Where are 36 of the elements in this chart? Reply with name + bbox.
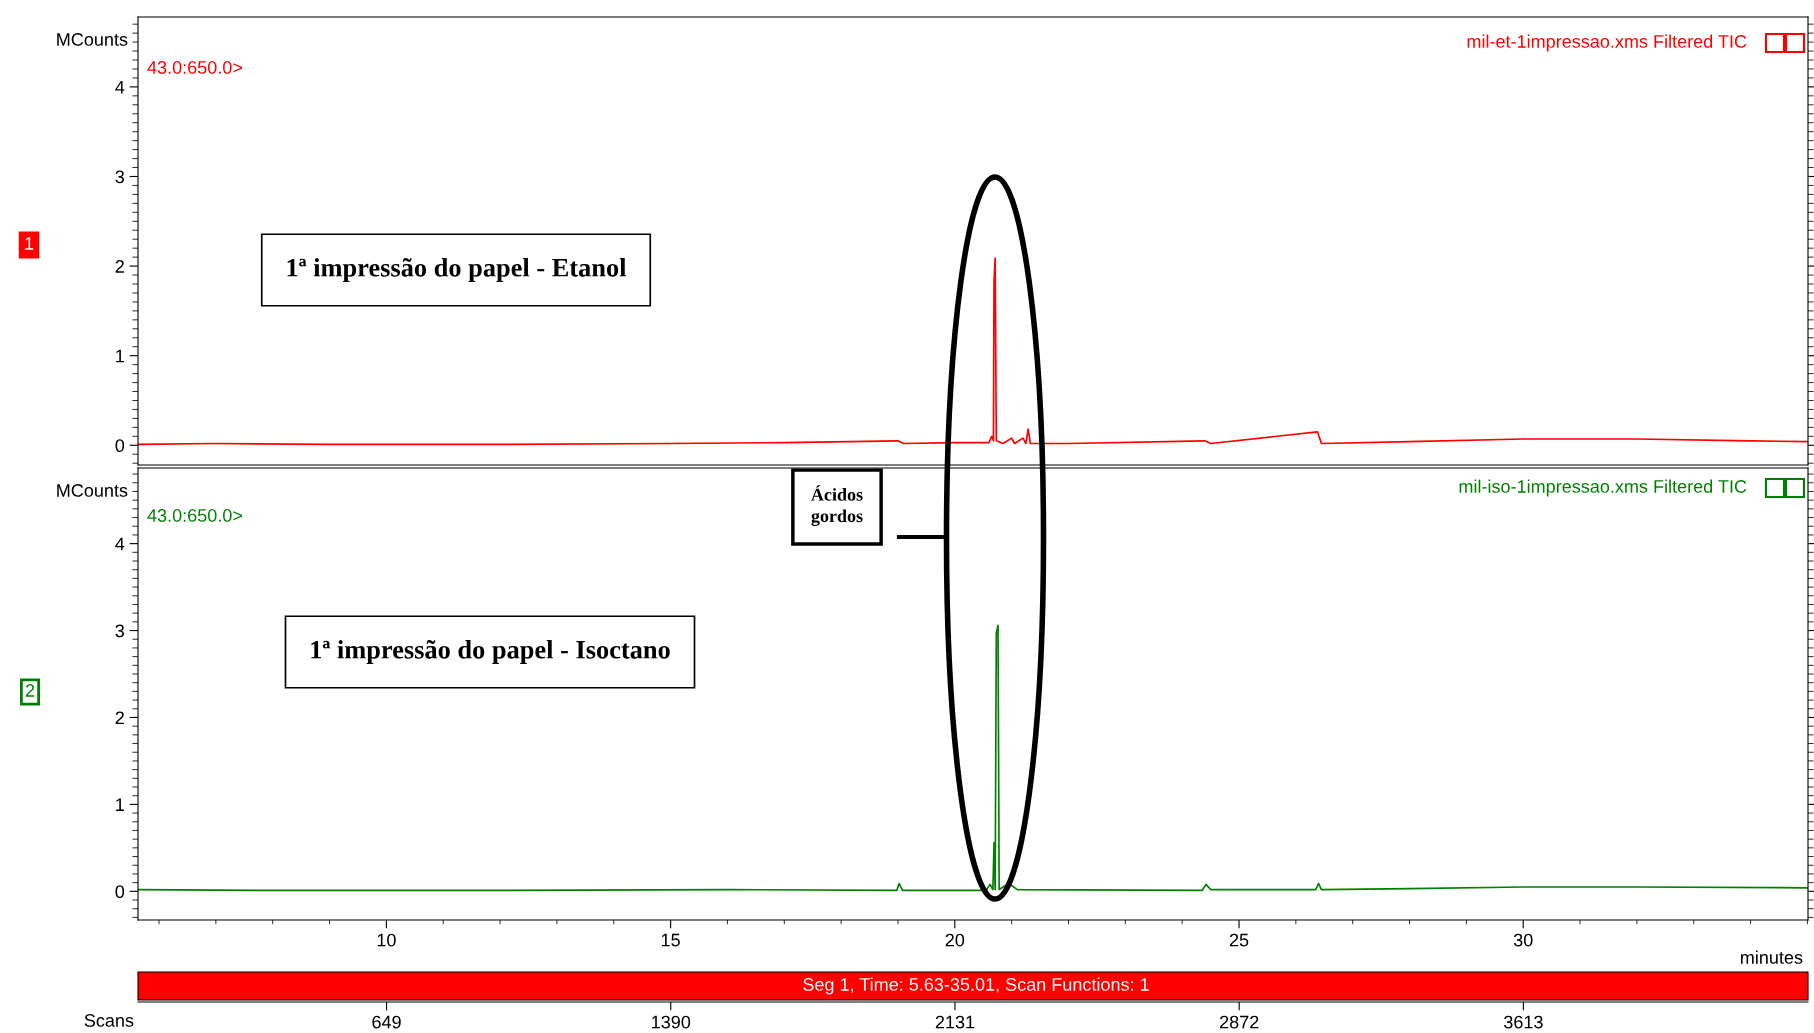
text: 1 [25, 237, 34, 250]
x2-tick-label: 3613 [1504, 1015, 1543, 1029]
annotation: Ácidos gordos [811, 485, 863, 526]
y-tick-label: 4 [115, 537, 125, 551]
x-tick-label: 30 [1513, 933, 1533, 947]
x2-tick-label: 2872 [1220, 1015, 1259, 1029]
y-tick-label: 0 [115, 885, 125, 899]
annotation: 1ª impressão do papel - Etanol [287, 258, 627, 282]
text: 2 [25, 684, 35, 697]
y-tick-label: 3 [115, 624, 125, 638]
y-axis-title: MCounts [57, 33, 128, 46]
y-tick-label: 1 [116, 349, 124, 363]
annotation: 43.0:650.0> [147, 509, 242, 522]
text: Seg 1, Time: 5.63-35.01, Scan Functions: 1 [803, 977, 1149, 995]
annotation: mil-et-1impressao.xms Filtered TIC [1467, 34, 1747, 52]
y-tick-label: 3 [115, 170, 125, 184]
y-tick-label: 4 [115, 81, 125, 94]
x2-tick-label: 2131 [935, 1015, 975, 1029]
x2-axis-title: Scans [84, 1014, 134, 1027]
x-tick-label: 20 [945, 933, 965, 947]
annotation: mil-iso-1impressao.xms Filtered TIC [1459, 479, 1747, 497]
annotation: 1ª impressão do papel - Isoctano [311, 640, 670, 664]
x-tick-label: 10 [377, 933, 396, 947]
y-tick-label: 1 [116, 798, 124, 811]
annotation: 43.0:650.0> [147, 61, 242, 74]
x-axis-title: minutes [1740, 950, 1803, 964]
x2-tick-label: 1390 [652, 1015, 691, 1029]
y-tick-label: 0 [115, 439, 125, 453]
line-series [138, 624, 1808, 892]
x-tick-label: 25 [1229, 933, 1249, 947]
y-tick-label: 2 [115, 711, 124, 725]
line-series [138, 257, 1808, 446]
y-axis-title: MCounts [57, 484, 128, 497]
y-tick-label: 2 [115, 260, 124, 273]
x-tick-label: 15 [661, 933, 680, 947]
x2-tick-label: 649 [372, 1015, 401, 1029]
